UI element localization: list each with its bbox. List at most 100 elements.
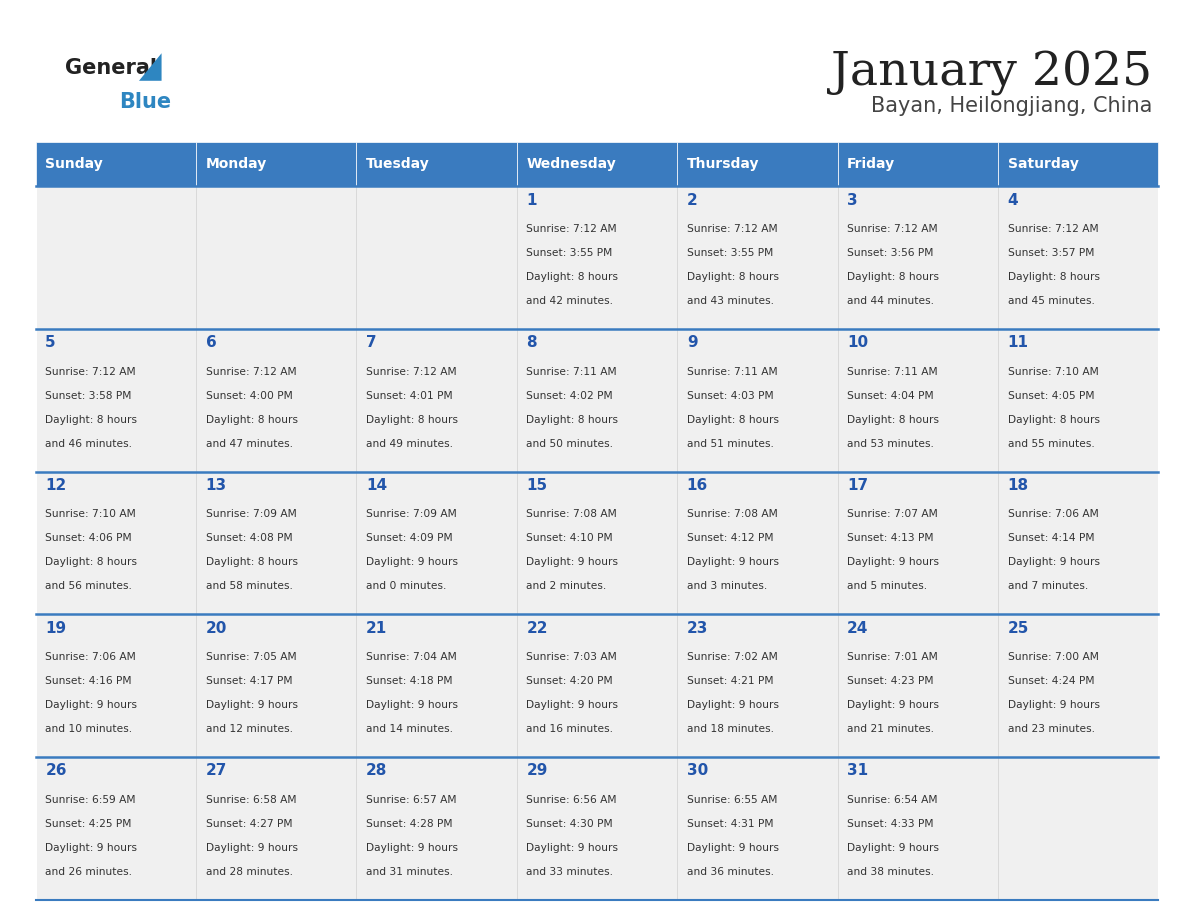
Text: Sunset: 4:05 PM: Sunset: 4:05 PM [1007, 391, 1094, 400]
Text: Sunrise: 7:12 AM: Sunrise: 7:12 AM [847, 224, 937, 234]
Text: Sunrise: 7:05 AM: Sunrise: 7:05 AM [206, 652, 296, 662]
Text: Sunrise: 7:09 AM: Sunrise: 7:09 AM [206, 509, 296, 520]
Text: Sunrise: 7:07 AM: Sunrise: 7:07 AM [847, 509, 937, 520]
Text: and 10 minutes.: and 10 minutes. [45, 724, 132, 733]
Text: Sunset: 4:25 PM: Sunset: 4:25 PM [45, 819, 132, 829]
Text: Daylight: 9 hours: Daylight: 9 hours [206, 700, 298, 710]
Text: and 33 minutes.: and 33 minutes. [526, 867, 613, 877]
Text: and 50 minutes.: and 50 minutes. [526, 439, 613, 449]
Text: Sunrise: 7:11 AM: Sunrise: 7:11 AM [847, 366, 937, 376]
Text: 13: 13 [206, 478, 227, 493]
Text: 3: 3 [847, 193, 858, 207]
Text: Sunset: 4:20 PM: Sunset: 4:20 PM [526, 676, 613, 686]
Text: 2: 2 [687, 193, 697, 207]
Text: Sunrise: 7:10 AM: Sunrise: 7:10 AM [1007, 366, 1098, 376]
Text: Sunset: 4:23 PM: Sunset: 4:23 PM [847, 676, 934, 686]
Text: Daylight: 9 hours: Daylight: 9 hours [526, 700, 619, 710]
Text: 18: 18 [1007, 478, 1029, 493]
Text: Sunset: 4:14 PM: Sunset: 4:14 PM [1007, 533, 1094, 543]
Text: and 26 minutes.: and 26 minutes. [45, 867, 132, 877]
Text: 7: 7 [366, 335, 377, 351]
Text: Sunset: 4:27 PM: Sunset: 4:27 PM [206, 819, 292, 829]
Text: Sunset: 4:13 PM: Sunset: 4:13 PM [847, 533, 934, 543]
Polygon shape [139, 53, 162, 81]
Text: and 16 minutes.: and 16 minutes. [526, 724, 613, 733]
FancyBboxPatch shape [196, 186, 356, 329]
Text: Sunset: 4:02 PM: Sunset: 4:02 PM [526, 391, 613, 400]
Text: and 31 minutes.: and 31 minutes. [366, 867, 453, 877]
Text: and 36 minutes.: and 36 minutes. [687, 867, 773, 877]
Text: Bayan, Heilongjiang, China: Bayan, Heilongjiang, China [871, 96, 1152, 117]
Text: and 0 minutes.: and 0 minutes. [366, 581, 447, 591]
Text: Daylight: 8 hours: Daylight: 8 hours [847, 272, 940, 282]
FancyBboxPatch shape [356, 186, 517, 329]
Text: Daylight: 9 hours: Daylight: 9 hours [1007, 557, 1100, 567]
Text: and 51 minutes.: and 51 minutes. [687, 439, 773, 449]
Text: Daylight: 9 hours: Daylight: 9 hours [687, 700, 779, 710]
Text: Sunrise: 7:04 AM: Sunrise: 7:04 AM [366, 652, 456, 662]
Text: 30: 30 [687, 764, 708, 778]
Text: Sunrise: 7:08 AM: Sunrise: 7:08 AM [687, 509, 777, 520]
FancyBboxPatch shape [838, 472, 998, 614]
Text: Friday: Friday [847, 157, 896, 172]
Text: Sunset: 3:56 PM: Sunset: 3:56 PM [847, 248, 934, 258]
Text: Daylight: 9 hours: Daylight: 9 hours [847, 700, 940, 710]
FancyBboxPatch shape [998, 329, 1158, 472]
Text: 14: 14 [366, 478, 387, 493]
Text: and 21 minutes.: and 21 minutes. [847, 724, 934, 733]
Text: Sunset: 4:01 PM: Sunset: 4:01 PM [366, 391, 453, 400]
Text: 12: 12 [45, 478, 67, 493]
Text: Daylight: 9 hours: Daylight: 9 hours [366, 843, 459, 853]
Text: Sunset: 4:03 PM: Sunset: 4:03 PM [687, 391, 773, 400]
Text: Sunrise: 7:09 AM: Sunrise: 7:09 AM [366, 509, 456, 520]
Text: 29: 29 [526, 764, 548, 778]
Text: Sunset: 4:09 PM: Sunset: 4:09 PM [366, 533, 453, 543]
Text: Monday: Monday [206, 157, 267, 172]
Text: Sunset: 4:17 PM: Sunset: 4:17 PM [206, 676, 292, 686]
Text: Daylight: 9 hours: Daylight: 9 hours [1007, 700, 1100, 710]
Text: 27: 27 [206, 764, 227, 778]
Text: Sunset: 4:00 PM: Sunset: 4:00 PM [206, 391, 292, 400]
Text: Daylight: 9 hours: Daylight: 9 hours [366, 700, 459, 710]
Text: and 12 minutes.: and 12 minutes. [206, 724, 292, 733]
Text: Sunday: Sunday [45, 157, 103, 172]
Text: Sunrise: 7:11 AM: Sunrise: 7:11 AM [687, 366, 777, 376]
Text: Sunrise: 7:06 AM: Sunrise: 7:06 AM [45, 652, 135, 662]
Text: Sunrise: 7:10 AM: Sunrise: 7:10 AM [45, 509, 135, 520]
FancyBboxPatch shape [517, 614, 677, 757]
Text: 6: 6 [206, 335, 216, 351]
FancyBboxPatch shape [677, 142, 838, 186]
Text: 20: 20 [206, 621, 227, 636]
FancyBboxPatch shape [998, 186, 1158, 329]
FancyBboxPatch shape [196, 614, 356, 757]
Text: and 42 minutes.: and 42 minutes. [526, 296, 613, 306]
Text: Daylight: 9 hours: Daylight: 9 hours [45, 700, 138, 710]
FancyBboxPatch shape [677, 472, 838, 614]
FancyBboxPatch shape [356, 757, 517, 900]
Text: Sunset: 4:18 PM: Sunset: 4:18 PM [366, 676, 453, 686]
Text: Sunrise: 6:57 AM: Sunrise: 6:57 AM [366, 795, 456, 804]
Text: Daylight: 8 hours: Daylight: 8 hours [687, 415, 779, 425]
Text: Sunrise: 7:01 AM: Sunrise: 7:01 AM [847, 652, 937, 662]
Text: Sunset: 3:58 PM: Sunset: 3:58 PM [45, 391, 132, 400]
Text: 31: 31 [847, 764, 868, 778]
FancyBboxPatch shape [677, 757, 838, 900]
Text: and 46 minutes.: and 46 minutes. [45, 439, 132, 449]
Text: Thursday: Thursday [687, 157, 759, 172]
Text: Sunset: 4:31 PM: Sunset: 4:31 PM [687, 819, 773, 829]
FancyBboxPatch shape [838, 614, 998, 757]
Text: Sunset: 4:06 PM: Sunset: 4:06 PM [45, 533, 132, 543]
FancyBboxPatch shape [196, 757, 356, 900]
Text: and 49 minutes.: and 49 minutes. [366, 439, 453, 449]
FancyBboxPatch shape [196, 472, 356, 614]
Text: and 53 minutes.: and 53 minutes. [847, 439, 934, 449]
Text: Sunset: 4:33 PM: Sunset: 4:33 PM [847, 819, 934, 829]
FancyBboxPatch shape [838, 757, 998, 900]
Text: Sunrise: 7:03 AM: Sunrise: 7:03 AM [526, 652, 617, 662]
FancyBboxPatch shape [196, 329, 356, 472]
FancyBboxPatch shape [36, 472, 196, 614]
Text: Daylight: 9 hours: Daylight: 9 hours [687, 557, 779, 567]
Text: January 2025: January 2025 [832, 50, 1152, 95]
Text: 19: 19 [45, 621, 67, 636]
FancyBboxPatch shape [998, 614, 1158, 757]
